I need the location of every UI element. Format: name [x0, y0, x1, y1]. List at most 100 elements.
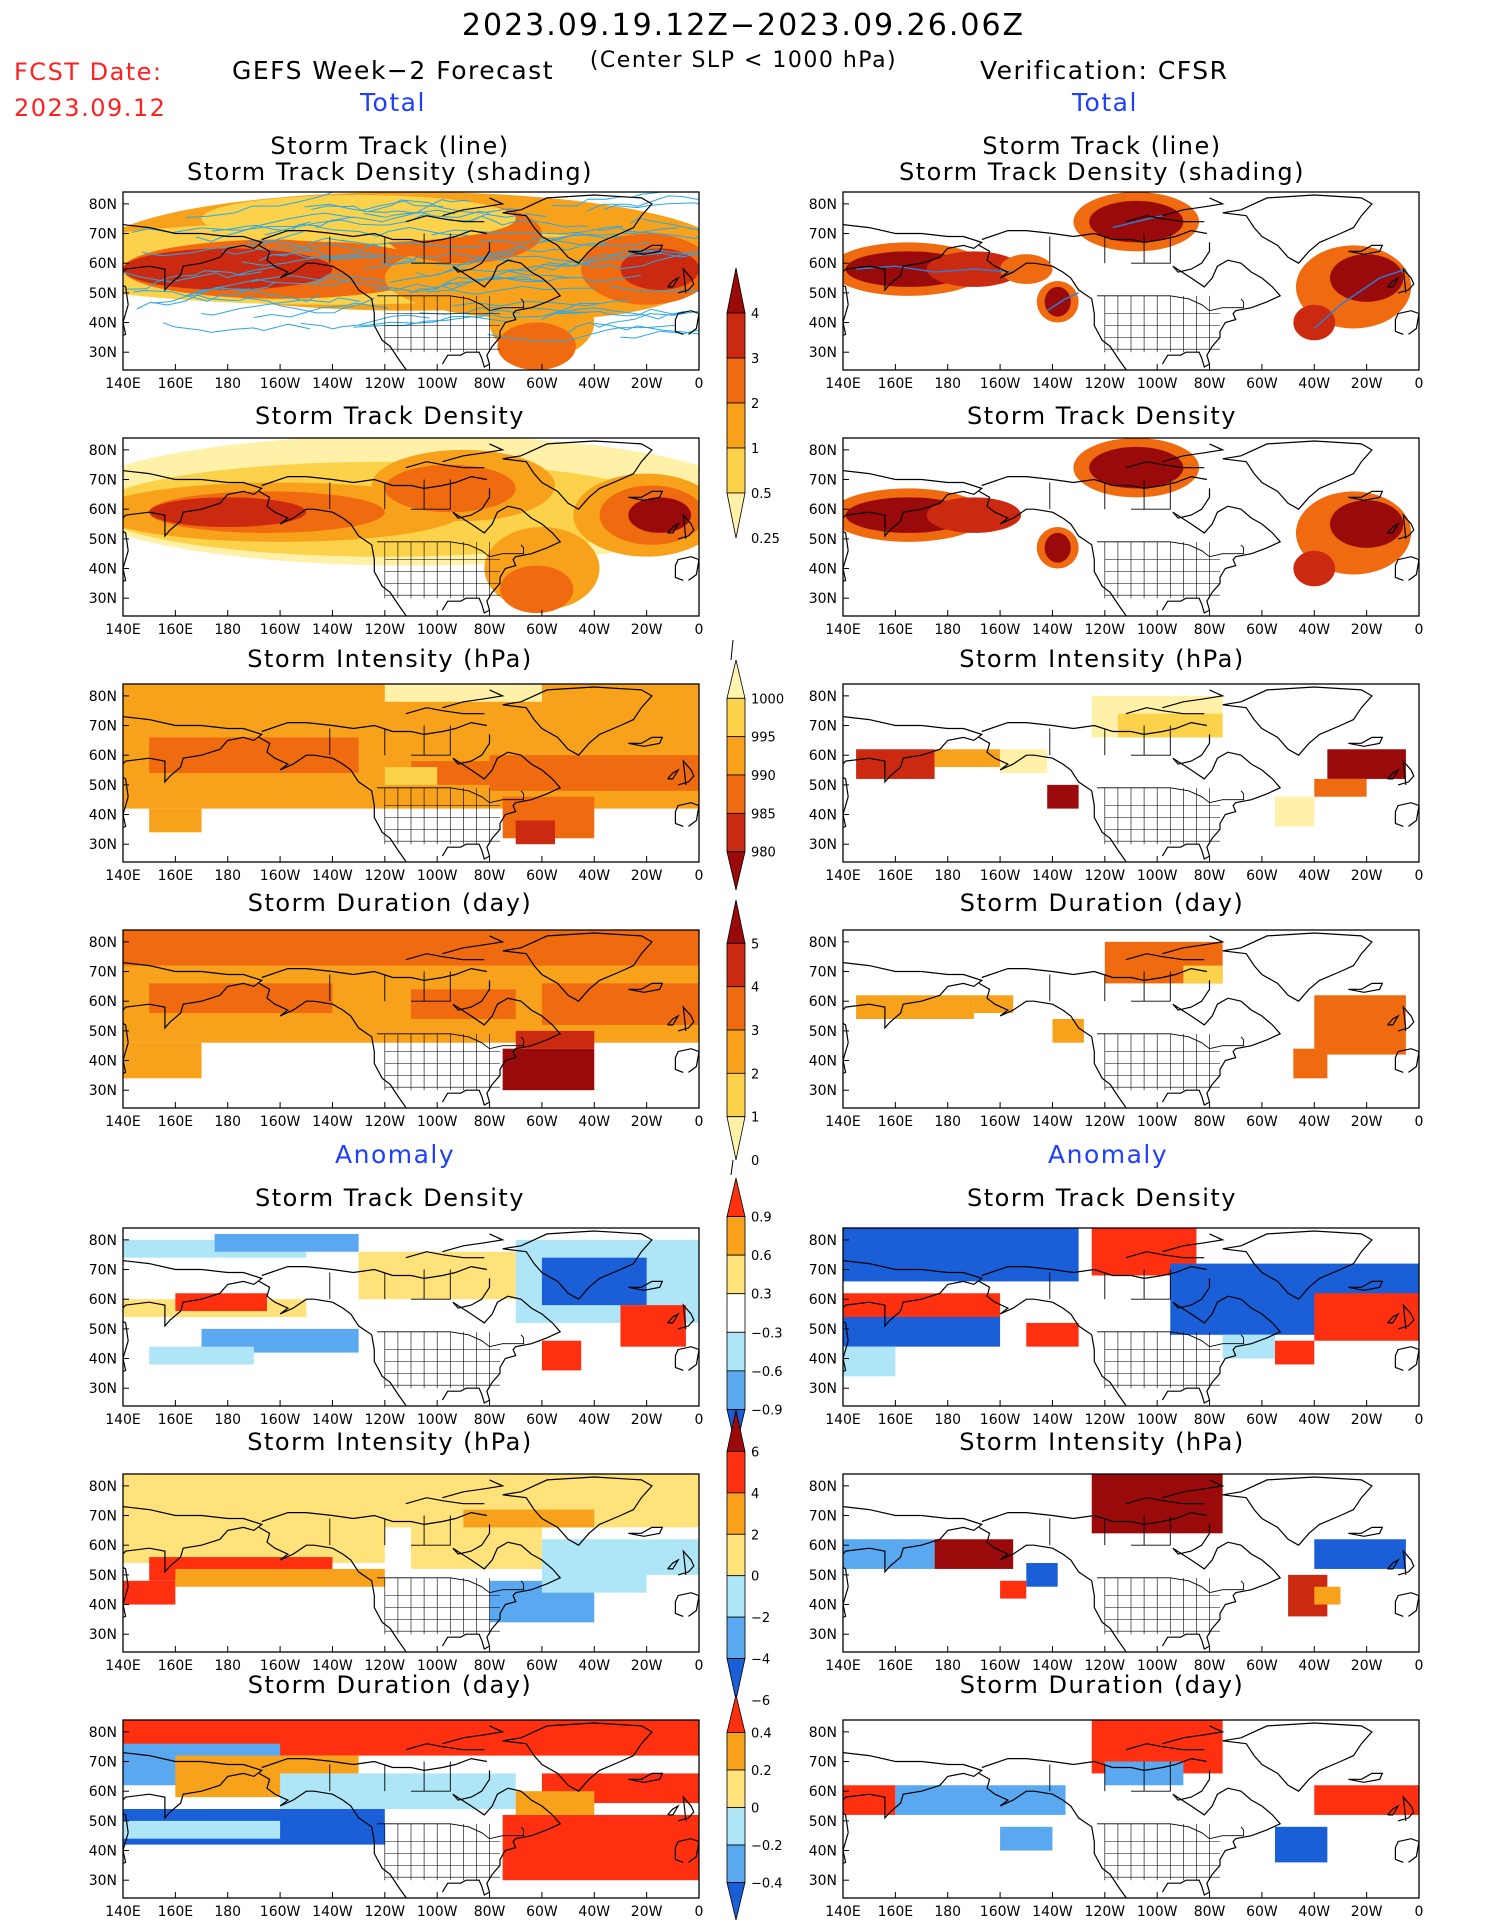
colorbar-arrow [726, 899, 746, 944]
storm-track-line [201, 297, 361, 316]
coastline [1222, 686, 1373, 756]
coastline [1162, 1725, 1225, 1745]
coastline [1161, 734, 1282, 860]
lon-tick-label: 40W [578, 1412, 610, 1428]
lat-tick-label: 70N [809, 227, 837, 243]
coastline [258, 736, 408, 862]
colorbar-segment [726, 447, 746, 494]
coastline [123, 470, 264, 551]
shaded-region [1314, 1539, 1406, 1569]
slp-condition-subtitle: (Center SLP < 1000 hPa) [589, 48, 898, 73]
lon-tick-label: 100W [1137, 1904, 1178, 1920]
lat-tick-label: 30N [809, 1083, 837, 1099]
lon-tick-label: 140W [312, 868, 353, 884]
title-track-shading-right: Storm Track Density (shading) [898, 158, 1306, 186]
coastline [628, 244, 664, 255]
shaded-region [502, 1048, 595, 1091]
lon-tick-label: 60W [1246, 1904, 1278, 1920]
coastline [123, 1506, 264, 1587]
coastline [1394, 310, 1419, 335]
map-panel: 80N 70N 60N 50N 40N 30N 140E 160E 180 160W 140W 120… [89, 437, 703, 638]
lon-tick-label: 80W [1194, 622, 1226, 638]
lon-tick-label: 0 [695, 868, 704, 884]
colorbar-arrow [726, 1116, 746, 1161]
coastline [1162, 1233, 1225, 1253]
colorbar-segment [726, 1216, 746, 1256]
storm-track-line [141, 231, 304, 257]
map-frame [122, 1227, 700, 1407]
lat-tick-label: 60N [89, 502, 117, 518]
coastline [1387, 768, 1400, 780]
coastline [1222, 194, 1373, 264]
coastline [1397, 1303, 1415, 1330]
lon-tick-label: 40W [1298, 1904, 1330, 1920]
lon-tick-label: 160E [158, 1658, 194, 1674]
shaded-region [149, 1346, 254, 1365]
title-intensity-anom-left: Storm Intensity (hPa) [247, 1428, 533, 1456]
lon-tick-label: 0 [1415, 1658, 1424, 1674]
shaded-region [843, 1539, 935, 1569]
map-frame [122, 683, 700, 863]
coastline [667, 1312, 680, 1324]
colorbar-segment [726, 1844, 746, 1883]
lon-tick-label: 160E [878, 1114, 914, 1130]
lon-tick-label: 0 [1415, 868, 1424, 884]
lat-tick-label: 60N [809, 502, 837, 518]
lon-tick-label: 20W [1351, 1658, 1383, 1674]
colorbar-label: −0.3 [751, 1326, 783, 1341]
colorbar-label: −2 [751, 1611, 770, 1626]
shaded-region [1293, 304, 1336, 341]
coastline [502, 1722, 653, 1792]
lat-tick-label: 40N [809, 1598, 837, 1614]
lat-tick-label: 80N [809, 197, 837, 213]
shaded-region [1314, 778, 1367, 797]
colorbar-arrow [726, 1658, 746, 1701]
fcst-date-label: FCST Date: [14, 58, 163, 86]
map-content [123, 1474, 699, 1652]
lon-tick-label: 160W [260, 376, 301, 392]
lat-tick-label: 40N [89, 1054, 117, 1070]
coastline [261, 967, 488, 982]
lon-tick-label: 160E [158, 1412, 194, 1428]
lat-tick-label: 70N [89, 1263, 117, 1279]
storm-track-line [304, 203, 456, 215]
coastline [1387, 1014, 1400, 1026]
shaded-region [1089, 446, 1184, 489]
coastline [261, 229, 488, 244]
shaded-region [1293, 1048, 1328, 1079]
coastline [441, 1770, 562, 1896]
lon-tick-label: 160E [878, 1658, 914, 1674]
lon-tick-label: 140E [825, 1904, 861, 1920]
coastline [261, 475, 488, 490]
lon-tick-label: 120W [365, 868, 406, 884]
storm-track-line [541, 249, 699, 267]
lon-tick-label: 160E [878, 622, 914, 638]
colorbar-segment [726, 1807, 746, 1846]
colorbar-label: 2 [751, 1067, 759, 1082]
map-frame [842, 683, 1420, 863]
storm-track-line [597, 226, 699, 240]
lon-tick-label: 120W [365, 1114, 406, 1130]
lon-tick-label: 180 [934, 1412, 961, 1428]
storm-track-line [162, 322, 311, 333]
title-track-line-right: Storm Track (line) [982, 132, 1222, 160]
shaded-region [123, 930, 699, 966]
storm-track-line [452, 299, 630, 307]
lon-tick-label: 0 [695, 1658, 704, 1674]
map-panel: 80N 70N 60N 50N 40N 30N 140E 160E 180 160W 140W 120… [809, 191, 1423, 392]
lon-tick-label: 80W [474, 1114, 506, 1130]
coastline [981, 475, 1208, 490]
map-frame [842, 437, 1420, 617]
title-density-anom-right: Storm Track Density [967, 1184, 1237, 1212]
coastline [667, 1014, 680, 1026]
lat-tick-label: 70N [809, 1509, 837, 1525]
coastline [674, 1838, 699, 1863]
storm-track-line [1313, 268, 1407, 330]
coastline [843, 1586, 849, 1619]
lon-tick-label: 140E [825, 622, 861, 638]
lat-tick-label: 50N [89, 1322, 117, 1338]
coastline [1161, 488, 1282, 614]
map-content [123, 438, 699, 616]
lat-tick-label: 30N [809, 1381, 837, 1397]
coastline [1162, 1479, 1225, 1499]
